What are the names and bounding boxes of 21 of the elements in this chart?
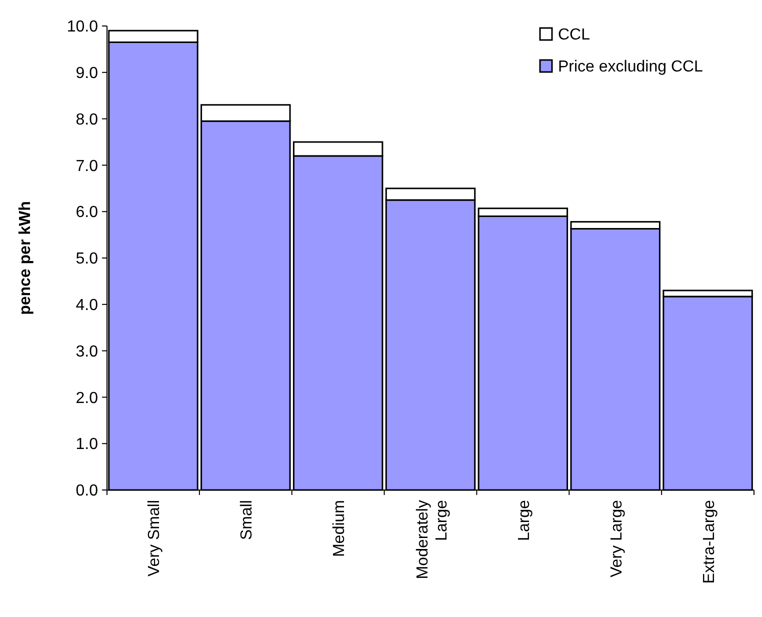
x-tick-label: Extra-Large — [700, 500, 718, 584]
x-tick-label: Moderately Large — [414, 500, 450, 580]
y-tick-label: 5.0 — [76, 250, 98, 268]
y-tick-label: 1.0 — [76, 436, 98, 454]
y-tick-label: 3.0 — [76, 343, 98, 360]
x-tick-label: Small — [238, 500, 256, 540]
y-tick-label: 2.0 — [76, 390, 98, 407]
legend-label: Price excluding CCL — [558, 58, 704, 76]
y-tick-label: 8.0 — [76, 111, 98, 128]
y-tick-label: 4.0 — [76, 297, 98, 314]
y-tick-label: 10.0 — [66, 18, 98, 36]
y-tick-label: 7.0 — [76, 158, 98, 175]
x-tick-label: Large — [516, 500, 533, 541]
y-axis-title: pence per kWh — [17, 201, 34, 315]
x-tick-label: Medium — [331, 500, 348, 557]
x-tick-label: Very Small — [146, 500, 164, 576]
y-tick-label: 6.0 — [76, 204, 98, 222]
legend-label: CCL — [558, 26, 590, 44]
y-tick-label: 9.0 — [76, 65, 98, 82]
x-tick-label: Very Large — [608, 500, 626, 578]
y-tick-label: 0.0 — [76, 482, 98, 500]
